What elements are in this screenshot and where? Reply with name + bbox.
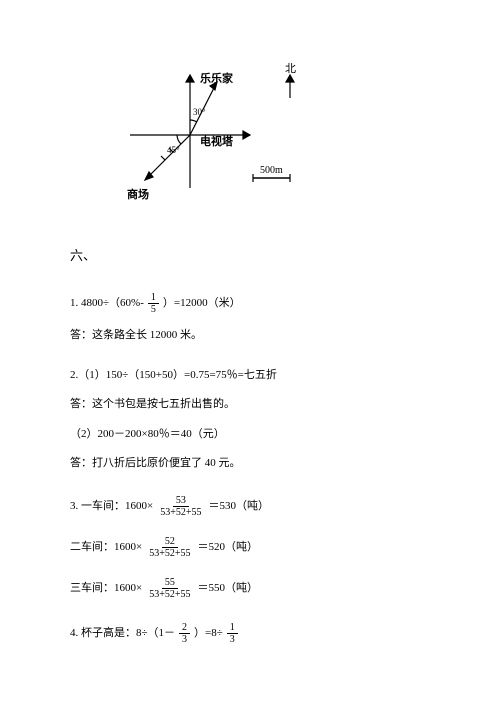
q2-part2: （2）200－200×80％＝40（元）	[70, 426, 430, 444]
q3-f3-num: 55	[162, 577, 178, 589]
q3-f2-num: 52	[162, 536, 178, 548]
q4-fraction2: 1 3	[227, 622, 238, 645]
q4-prefix: 4. 杯子高是：8÷（1－	[70, 625, 175, 643]
q2-answer1: 答：这个书包是按七五折出售的。	[70, 396, 430, 414]
mall-label: 商场	[127, 187, 149, 201]
q3-f1-num: 53	[173, 495, 189, 507]
direction-diagram: 北 乐乐家 电视塔 商场 30° 45° 500m	[115, 60, 430, 211]
q1-text-suffix: ）=12000（米）	[163, 295, 241, 313]
q4-f2-num: 1	[227, 622, 238, 634]
q2-answer2: 答：打八折后比原价便宜了 40 元。	[70, 455, 430, 473]
q4-f1-den: 3	[179, 634, 190, 645]
q4-f1-num: 2	[179, 622, 190, 634]
angle30-label: 30°	[193, 107, 206, 117]
q3-f3-den: 53+52+55	[146, 589, 193, 600]
question-4: 4. 杯子高是：8÷（1－ 2 3 ）=8÷ 1 3	[70, 622, 430, 645]
q3-workshop3-suffix: ＝550（吨）	[198, 580, 259, 598]
question-2: 2.（1）150÷（150+50）=0.75=75％=七五折 答：这个书包是按七…	[70, 367, 430, 473]
q3-workshop1-suffix: ＝530（吨）	[209, 498, 270, 516]
section-six-header: 六、	[70, 246, 430, 267]
q3-f1-den: 53+52+55	[157, 507, 204, 518]
q3-workshop2-suffix: ＝520（吨）	[198, 539, 259, 557]
tower-label: 电视塔	[200, 134, 234, 148]
q4-f2-den: 3	[227, 634, 238, 645]
q2-part1: 2.（1）150÷（150+50）=0.75=75％=七五折	[70, 367, 430, 385]
question-3: 3. 一车间：1600× 53 53+52+55 ＝530（吨） 二车间：160…	[70, 495, 430, 600]
q4-fraction1: 2 3	[179, 622, 190, 645]
north-label: 北	[285, 62, 296, 75]
q3-fraction3: 55 53+52+55	[146, 577, 193, 600]
q3-f2-den: 53+52+55	[146, 548, 193, 559]
q4-mid: ）=8÷	[194, 625, 223, 643]
q1-text-prefix: 1. 4800÷（60%-	[70, 295, 144, 313]
q3-workshop1-prefix: 3. 一车间：1600×	[70, 498, 153, 516]
angle45-label: 45°	[167, 145, 180, 155]
q1-answer: 答：这条路全长 12000 米。	[70, 327, 430, 345]
q3-workshop3-prefix: 三车间：1600×	[70, 580, 142, 598]
q3-fraction2: 52 53+52+55	[146, 536, 193, 559]
q1-fraction: 1 5	[148, 292, 159, 315]
q3-workshop2-prefix: 二车间：1600×	[70, 539, 142, 557]
q1-frac-num: 1	[148, 292, 159, 304]
q3-fraction1: 53 53+52+55	[157, 495, 204, 518]
question-1: 1. 4800÷（60%- 1 5 ）=12000（米） 答：这条路全长 120…	[70, 292, 430, 345]
home-label: 乐乐家	[200, 71, 234, 85]
scale-label: 500m	[260, 165, 283, 176]
q1-frac-den: 5	[148, 304, 159, 315]
